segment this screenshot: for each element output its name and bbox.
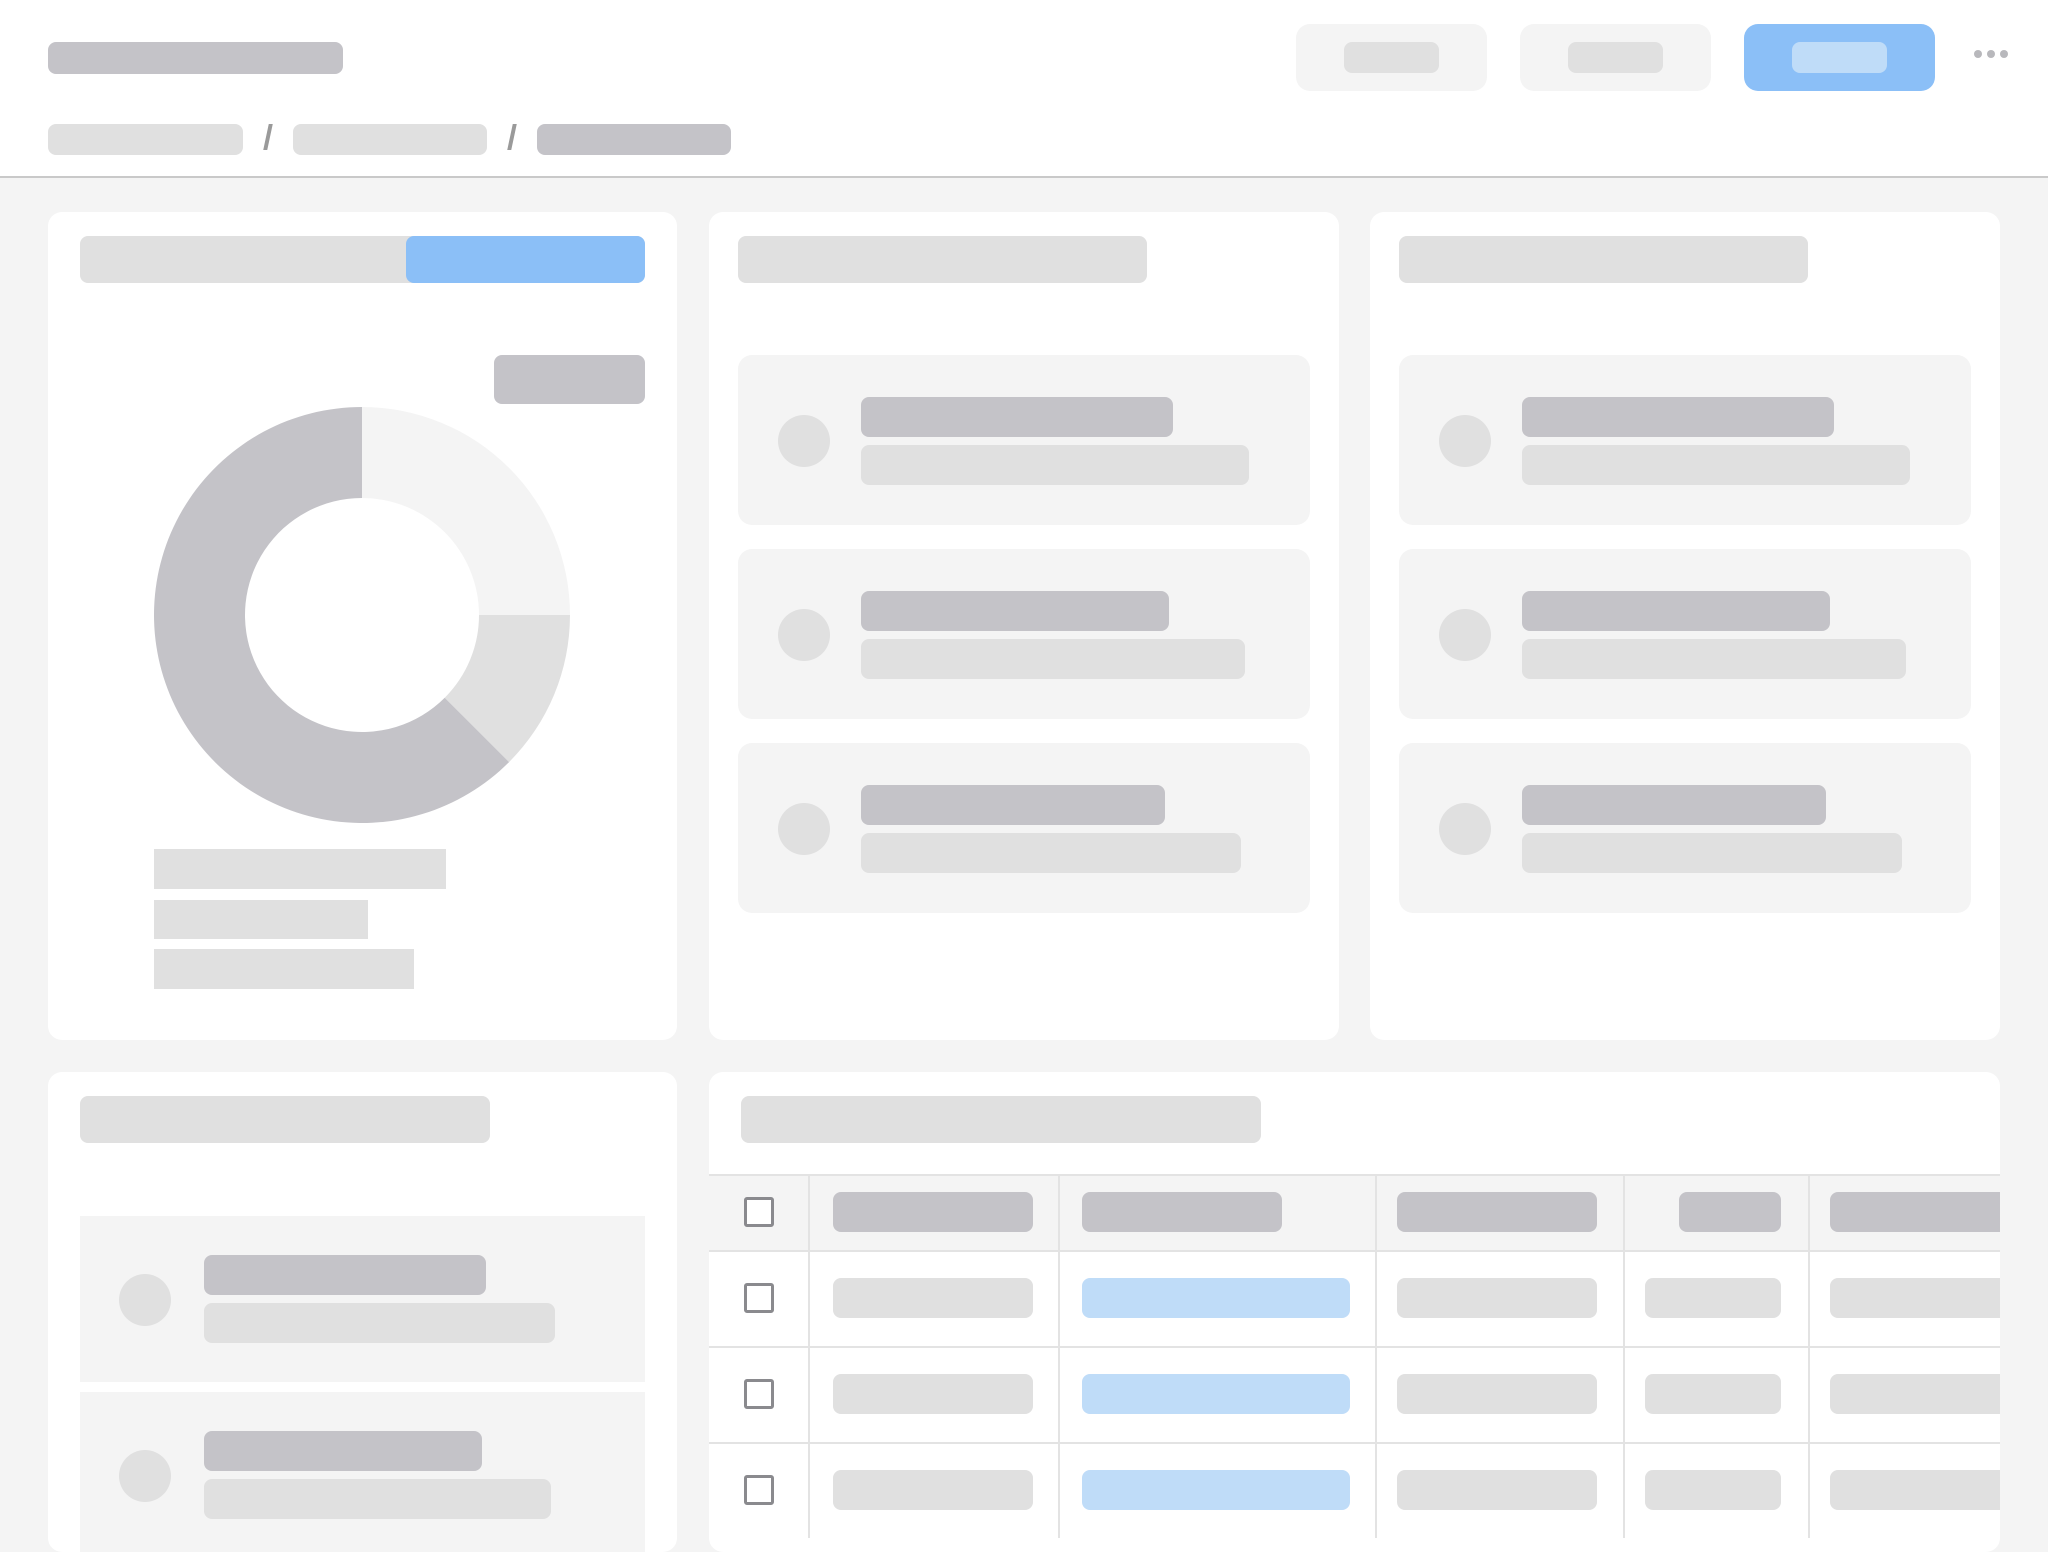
- item-subtitle: [1522, 833, 1902, 873]
- more-horizontal-icon[interactable]: [1974, 50, 2008, 58]
- button-label: [1344, 42, 1439, 73]
- item-title: [861, 785, 1165, 825]
- table-card: [709, 1072, 2000, 1552]
- item-title: [861, 591, 1169, 631]
- table-row[interactable]: [709, 1442, 2000, 1538]
- breadcrumb-separator: [263, 124, 273, 150]
- avatar: [1439, 415, 1491, 467]
- row-checkbox[interactable]: [744, 1379, 774, 1409]
- table-cell: [1082, 1470, 1350, 1510]
- column-divider: [1375, 1174, 1377, 1538]
- item-title: [1522, 397, 1834, 437]
- list-card-1: [709, 212, 1339, 1040]
- breadcrumb-item-1[interactable]: [48, 124, 243, 155]
- table-cell: [1830, 1470, 2000, 1510]
- list-item[interactable]: [738, 743, 1310, 913]
- item-title: [204, 1255, 486, 1295]
- card-title: [1399, 236, 1808, 283]
- item-subtitle: [204, 1479, 551, 1519]
- list-item[interactable]: [80, 1392, 645, 1552]
- breadcrumb-current: [537, 124, 731, 155]
- legend-item: [154, 949, 414, 989]
- donut-chart: [154, 407, 570, 823]
- item-title: [204, 1431, 482, 1471]
- list-item[interactable]: [1399, 355, 1971, 525]
- card-title: [738, 236, 1147, 283]
- legend-item: [154, 900, 368, 939]
- primary-button[interactable]: [1744, 24, 1935, 91]
- filter-button[interactable]: [494, 355, 645, 404]
- button-label: [1792, 42, 1887, 73]
- column-header: [1082, 1192, 1282, 1232]
- avatar: [119, 1274, 171, 1326]
- donut-slice-1[interactable]: [362, 407, 570, 615]
- column-header: [1397, 1192, 1597, 1232]
- column-divider: [808, 1174, 810, 1538]
- table-cell: [1082, 1278, 1350, 1318]
- table-cell: [1645, 1278, 1781, 1318]
- table-cell: [1397, 1470, 1597, 1510]
- avatar: [119, 1450, 171, 1502]
- list-item[interactable]: [738, 549, 1310, 719]
- avatar: [778, 609, 830, 661]
- table-row[interactable]: [709, 1346, 2000, 1442]
- row-checkbox[interactable]: [744, 1475, 774, 1505]
- table-cell: [1645, 1470, 1781, 1510]
- item-subtitle: [1522, 445, 1910, 485]
- card-title: [80, 1096, 490, 1143]
- table-cell: [1397, 1278, 1597, 1318]
- table-cell: [1645, 1374, 1781, 1414]
- row-checkbox[interactable]: [744, 1283, 774, 1313]
- button-label: [1568, 42, 1663, 73]
- breadcrumb-separator: [507, 124, 517, 150]
- avatar: [1439, 609, 1491, 661]
- list-item[interactable]: [80, 1216, 645, 1382]
- avatar: [778, 415, 830, 467]
- page-title: [48, 42, 343, 74]
- donut-slice-3[interactable]: [154, 407, 510, 823]
- column-divider: [1623, 1174, 1625, 1538]
- list-card-2: [1370, 212, 2000, 1040]
- table-cell: [833, 1470, 1033, 1510]
- select-all-checkbox[interactable]: [744, 1197, 774, 1227]
- item-subtitle: [861, 445, 1249, 485]
- column-divider: [1808, 1174, 1810, 1538]
- table-cell: [1830, 1278, 2000, 1318]
- card-title: [741, 1096, 1261, 1143]
- item-subtitle: [204, 1303, 555, 1343]
- item-subtitle: [861, 639, 1245, 679]
- list-item[interactable]: [1399, 549, 1971, 719]
- avatar: [778, 803, 830, 855]
- item-title: [1522, 591, 1830, 631]
- donut-card: [48, 212, 677, 1040]
- item-title: [861, 397, 1173, 437]
- avatar: [1439, 803, 1491, 855]
- column-header: [833, 1192, 1033, 1232]
- table-cell: [1397, 1374, 1597, 1414]
- secondary-button-1[interactable]: [1296, 24, 1487, 91]
- item-title: [1522, 785, 1826, 825]
- table-cell: [833, 1374, 1033, 1414]
- list-item[interactable]: [738, 355, 1310, 525]
- legend-item: [154, 849, 446, 889]
- column-header: [1679, 1192, 1781, 1232]
- tab-2-active[interactable]: [406, 236, 645, 283]
- table-cell: [1082, 1374, 1350, 1414]
- item-subtitle: [861, 833, 1241, 873]
- item-subtitle: [1522, 639, 1906, 679]
- column-header: [1830, 1192, 2000, 1232]
- secondary-button-2[interactable]: [1520, 24, 1711, 91]
- list-card-3: [48, 1072, 677, 1552]
- table-row[interactable]: [709, 1250, 2000, 1346]
- breadcrumb-item-2[interactable]: [293, 124, 487, 155]
- header: [0, 0, 2048, 178]
- table-cell: [1830, 1374, 2000, 1414]
- list-item[interactable]: [1399, 743, 1971, 913]
- table-cell: [833, 1278, 1033, 1318]
- donut-slice-2[interactable]: [444, 615, 570, 763]
- column-divider: [1058, 1174, 1060, 1538]
